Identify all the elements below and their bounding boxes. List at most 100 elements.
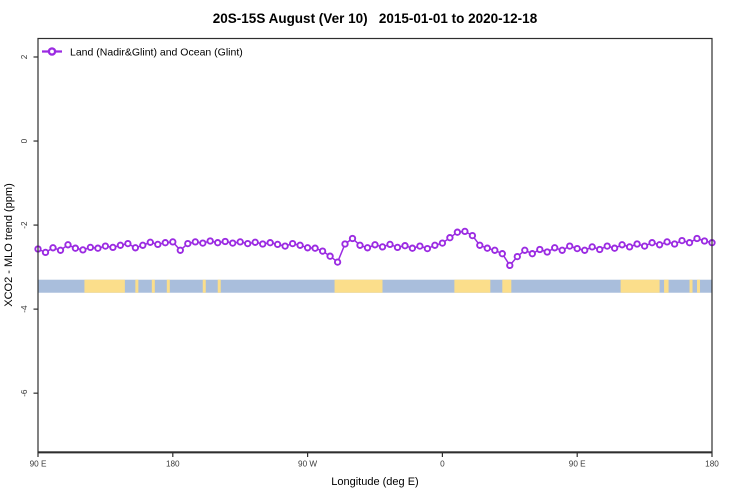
land-band-segment <box>84 279 125 293</box>
x-tick-label: 90 W <box>298 460 317 469</box>
data-point <box>161 239 169 247</box>
data-point <box>625 243 634 251</box>
data-point <box>610 244 619 252</box>
data-point <box>176 246 184 254</box>
legend: Land (Nadir&Glint) and Ocean (Glint) <box>42 47 243 59</box>
data-point <box>236 238 244 246</box>
land-band-segment <box>454 279 491 293</box>
data-point <box>56 246 65 254</box>
data-point <box>41 248 50 257</box>
data-point <box>401 242 409 250</box>
data-point <box>408 244 417 252</box>
x-tick-label: 180 <box>166 460 180 469</box>
data-point <box>363 244 372 252</box>
y-axis-title: XCO2 - MLO trend (ppm) <box>3 183 15 306</box>
data-point <box>318 247 327 255</box>
data-point <box>498 250 506 258</box>
x-tick-label: 0 <box>440 460 445 469</box>
legend-label: Land (Nadir&Glint) and Ocean (Glint) <box>70 47 243 59</box>
data-point <box>311 244 319 252</box>
data-point <box>333 258 342 266</box>
data-point <box>566 242 574 250</box>
land-band-segment <box>202 279 206 293</box>
x-tick-label: 90 E <box>569 460 586 469</box>
data-point <box>678 236 686 245</box>
land-band-segment <box>620 279 660 293</box>
land-band-segment <box>502 279 512 293</box>
data-point <box>416 242 424 250</box>
y-tick-label: 0 <box>20 138 29 143</box>
land-band-segment <box>151 279 155 293</box>
data-point <box>446 234 454 242</box>
data-point <box>685 239 694 247</box>
data-point <box>528 250 536 258</box>
land-band-segment <box>664 279 669 293</box>
data-point <box>229 239 237 247</box>
y-tick-label: -2 <box>20 221 29 229</box>
data-point <box>139 241 147 249</box>
data-point <box>393 243 402 252</box>
data-point <box>296 241 304 249</box>
data-point <box>513 252 521 261</box>
data-point <box>199 239 207 247</box>
data-point <box>371 241 379 249</box>
data-point <box>603 242 611 250</box>
y-tick-label: 2 <box>20 54 29 59</box>
data-point <box>49 244 57 252</box>
y-tick-label: -6 <box>20 389 29 397</box>
y-tick-label: -4 <box>20 305 29 313</box>
data-point <box>558 246 566 254</box>
data-series <box>34 227 716 270</box>
data-point <box>461 227 469 236</box>
data-point <box>536 245 544 254</box>
data-point <box>251 238 259 246</box>
data-point <box>64 241 72 249</box>
data-point <box>214 239 222 247</box>
data-point <box>476 241 484 249</box>
data-point <box>700 237 709 245</box>
data-point <box>491 246 499 254</box>
x-tick-label: 90 E <box>30 460 47 469</box>
data-point <box>640 242 649 250</box>
data-point <box>273 240 282 249</box>
data-point <box>244 239 252 248</box>
land-band-segment <box>166 279 170 293</box>
data-point <box>303 244 312 252</box>
data-point <box>109 243 117 252</box>
data-point <box>101 242 110 250</box>
data-point <box>191 238 199 246</box>
chart-title: 20S-15S August (Ver 10) 2015-01-01 to 20… <box>213 11 538 26</box>
data-point <box>356 241 364 249</box>
data-point <box>521 246 529 254</box>
data-point <box>221 237 229 246</box>
land-band-segment <box>217 279 221 293</box>
data-point <box>431 241 439 249</box>
data-point <box>588 243 596 251</box>
data-point <box>483 244 491 252</box>
data-point <box>86 243 95 252</box>
data-point <box>655 241 664 249</box>
data-point <box>670 240 679 248</box>
data-point <box>423 244 432 253</box>
data-point <box>506 261 514 270</box>
data-point <box>131 244 140 252</box>
data-point <box>543 248 551 256</box>
data-point <box>154 240 162 249</box>
data-point <box>266 239 274 247</box>
data-point <box>94 244 102 252</box>
land-band-segment <box>334 279 383 293</box>
data-point <box>581 246 589 254</box>
axes: 90 E 180 90 W 0 90 E 180 2 0 -2 -4 -6 <box>20 54 719 468</box>
data-point <box>124 239 132 248</box>
data-point <box>259 240 267 248</box>
data-point <box>386 240 394 249</box>
data-point <box>453 228 462 236</box>
data-point <box>693 234 701 243</box>
data-point <box>169 238 177 246</box>
data-point <box>663 238 671 246</box>
data-point <box>206 237 214 245</box>
data-point <box>438 239 447 247</box>
x-axis-title: Longitude (deg E) <box>331 476 418 488</box>
data-point <box>468 231 477 240</box>
